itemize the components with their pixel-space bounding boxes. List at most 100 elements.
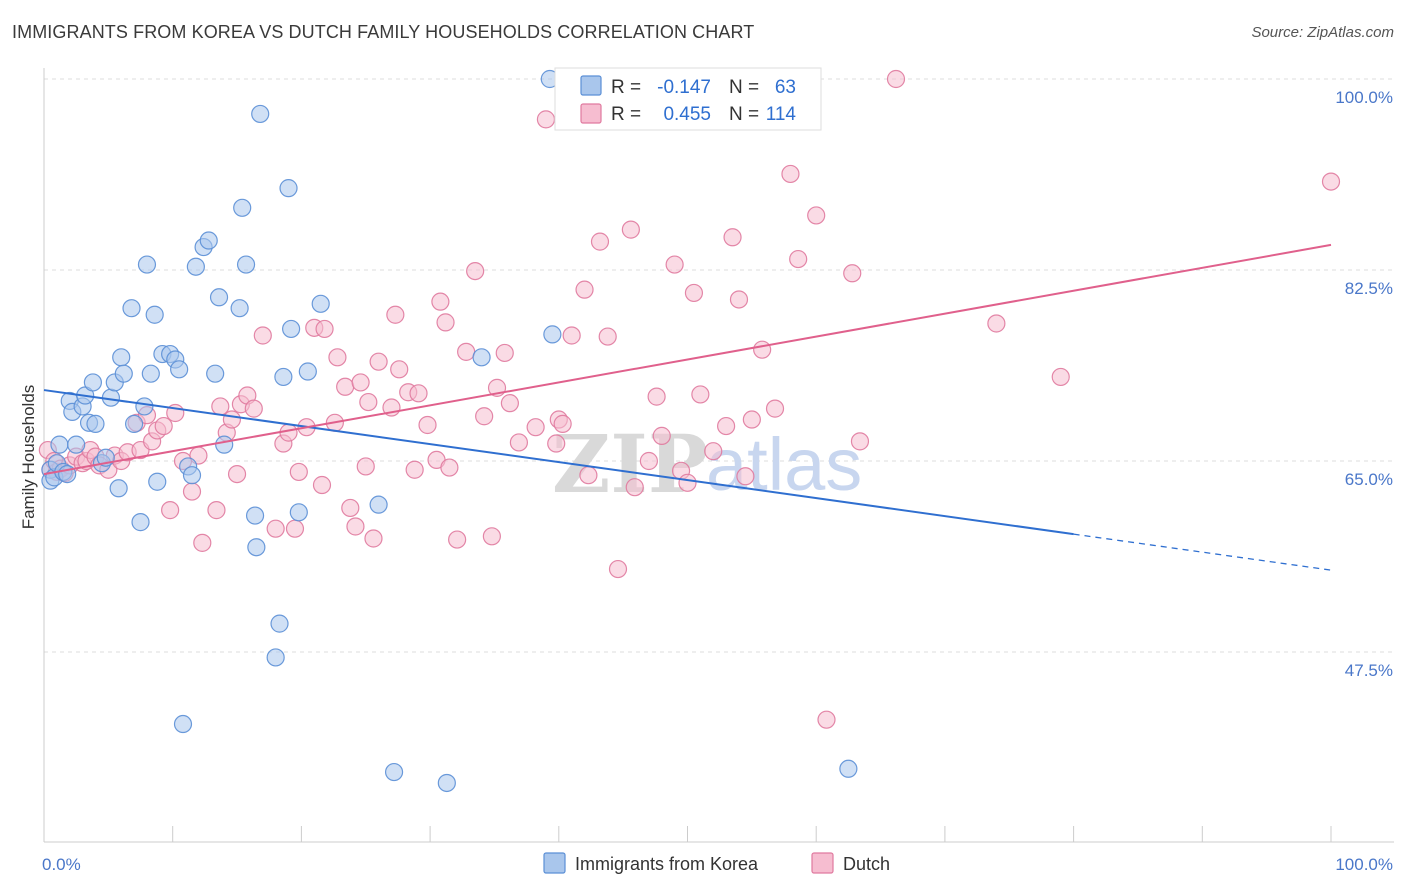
dutch-point <box>285 519 305 538</box>
korea-point <box>266 648 285 667</box>
bottom-legend: Immigrants from Korea Dutch <box>543 852 890 874</box>
dutch-point <box>647 387 666 406</box>
dutch-point <box>684 283 704 303</box>
dutch-point <box>753 340 772 359</box>
dutch-point <box>161 501 180 520</box>
dutch-point <box>704 442 723 461</box>
trend-lines <box>43 243 1332 571</box>
korea-point <box>112 348 131 367</box>
y-tick-label: 47.5% <box>1345 661 1393 680</box>
dutch-point <box>562 326 581 345</box>
korea-point <box>282 319 301 339</box>
korea-point <box>114 364 133 383</box>
legend-swatch-dutch <box>580 103 602 124</box>
dutch-point <box>364 529 383 548</box>
watermark-atlas: atlas <box>706 423 862 506</box>
korea-point <box>279 179 298 198</box>
dutch-point <box>678 473 697 492</box>
korea-point <box>122 299 141 318</box>
dutch-point <box>369 352 388 371</box>
korea-point <box>298 362 317 381</box>
korea-point <box>83 373 103 392</box>
dutch-point <box>315 319 334 339</box>
korea-point <box>186 257 205 276</box>
dutch-point <box>742 410 761 429</box>
dutch-point <box>723 228 742 247</box>
dutch-point <box>621 220 640 239</box>
legend-n-label-korea: N = <box>729 77 759 98</box>
dutch-point <box>182 482 202 501</box>
korea-point <box>247 538 266 557</box>
korea-point <box>145 305 164 324</box>
dutch-point <box>590 232 610 251</box>
korea-point <box>199 231 218 250</box>
korea-point <box>170 360 189 379</box>
dutch-point <box>717 416 736 436</box>
legend-r-value-dutch: 0.455 <box>663 104 711 125</box>
dutch-point <box>405 460 424 479</box>
korea-point <box>124 414 144 433</box>
korea-point <box>543 325 562 344</box>
legend-n-value-korea: 63 <box>775 77 796 98</box>
source-credit: Source: ZipAtlas.com <box>1251 24 1394 41</box>
dutch-point <box>789 249 808 269</box>
y-axis-label: Family Households <box>19 385 38 530</box>
bottom-legend-swatch-dutch <box>811 852 834 874</box>
dutch-point <box>639 451 658 471</box>
korea-point <box>839 759 858 778</box>
legend-n-value-dutch: 114 <box>766 104 797 125</box>
dutch-point <box>817 710 836 729</box>
dutch-point <box>729 290 749 309</box>
dutch-point <box>328 348 347 367</box>
korea-point <box>369 495 388 514</box>
dutch-point <box>843 264 862 283</box>
korea-point <box>182 466 202 485</box>
dutch-point <box>475 407 494 426</box>
bottom-legend-label-korea: Immigrants from Korea <box>575 854 759 874</box>
dutch-point <box>390 360 409 379</box>
korea-point <box>289 503 308 522</box>
bottom-legend-swatch-korea <box>543 852 566 874</box>
korea-point <box>67 435 86 454</box>
korea-point <box>251 104 270 124</box>
dutch-point <box>1321 172 1341 191</box>
korea-trend-extension <box>1073 533 1332 571</box>
dutch-point <box>466 261 485 281</box>
dutch-point <box>547 434 566 453</box>
dutch-point <box>536 110 556 129</box>
dutch-point <box>1051 367 1070 387</box>
dutch-point <box>266 519 285 538</box>
dutch-point <box>500 394 519 413</box>
dutch-point <box>608 559 628 579</box>
dutch-trend-line <box>43 243 1332 476</box>
dutch-point <box>736 467 755 486</box>
korea-point <box>274 367 293 387</box>
legend-swatch-korea <box>580 75 602 96</box>
korea-point <box>148 472 167 491</box>
korea-point <box>384 762 404 782</box>
korea-trend-line <box>43 389 1074 536</box>
dutch-point <box>154 416 173 436</box>
dutch-point <box>625 478 644 497</box>
dutch-point <box>575 280 594 299</box>
korea-point <box>135 397 154 416</box>
korea-point <box>86 414 105 433</box>
korea-point <box>215 435 234 454</box>
dutch-point <box>850 432 870 451</box>
chart-title: IMMIGRANTS FROM KOREA VS DUTCH FAMILY HO… <box>12 22 755 42</box>
dutch-point <box>244 399 263 418</box>
dutch-point <box>553 414 572 433</box>
dutch-point <box>436 313 455 332</box>
korea-point <box>209 288 229 307</box>
dutch-point <box>359 392 378 412</box>
korea-point <box>206 364 225 383</box>
legend-r-value-korea: -0.147 <box>657 77 711 98</box>
dutch-point <box>781 164 800 184</box>
dutch-point <box>495 343 514 363</box>
dutch-point <box>440 458 459 477</box>
korea-point <box>137 255 157 274</box>
dutch-point <box>987 314 1006 333</box>
dutch-point <box>341 498 360 518</box>
korea-point <box>311 294 330 313</box>
y-tick-label: 82.5% <box>1345 279 1393 298</box>
